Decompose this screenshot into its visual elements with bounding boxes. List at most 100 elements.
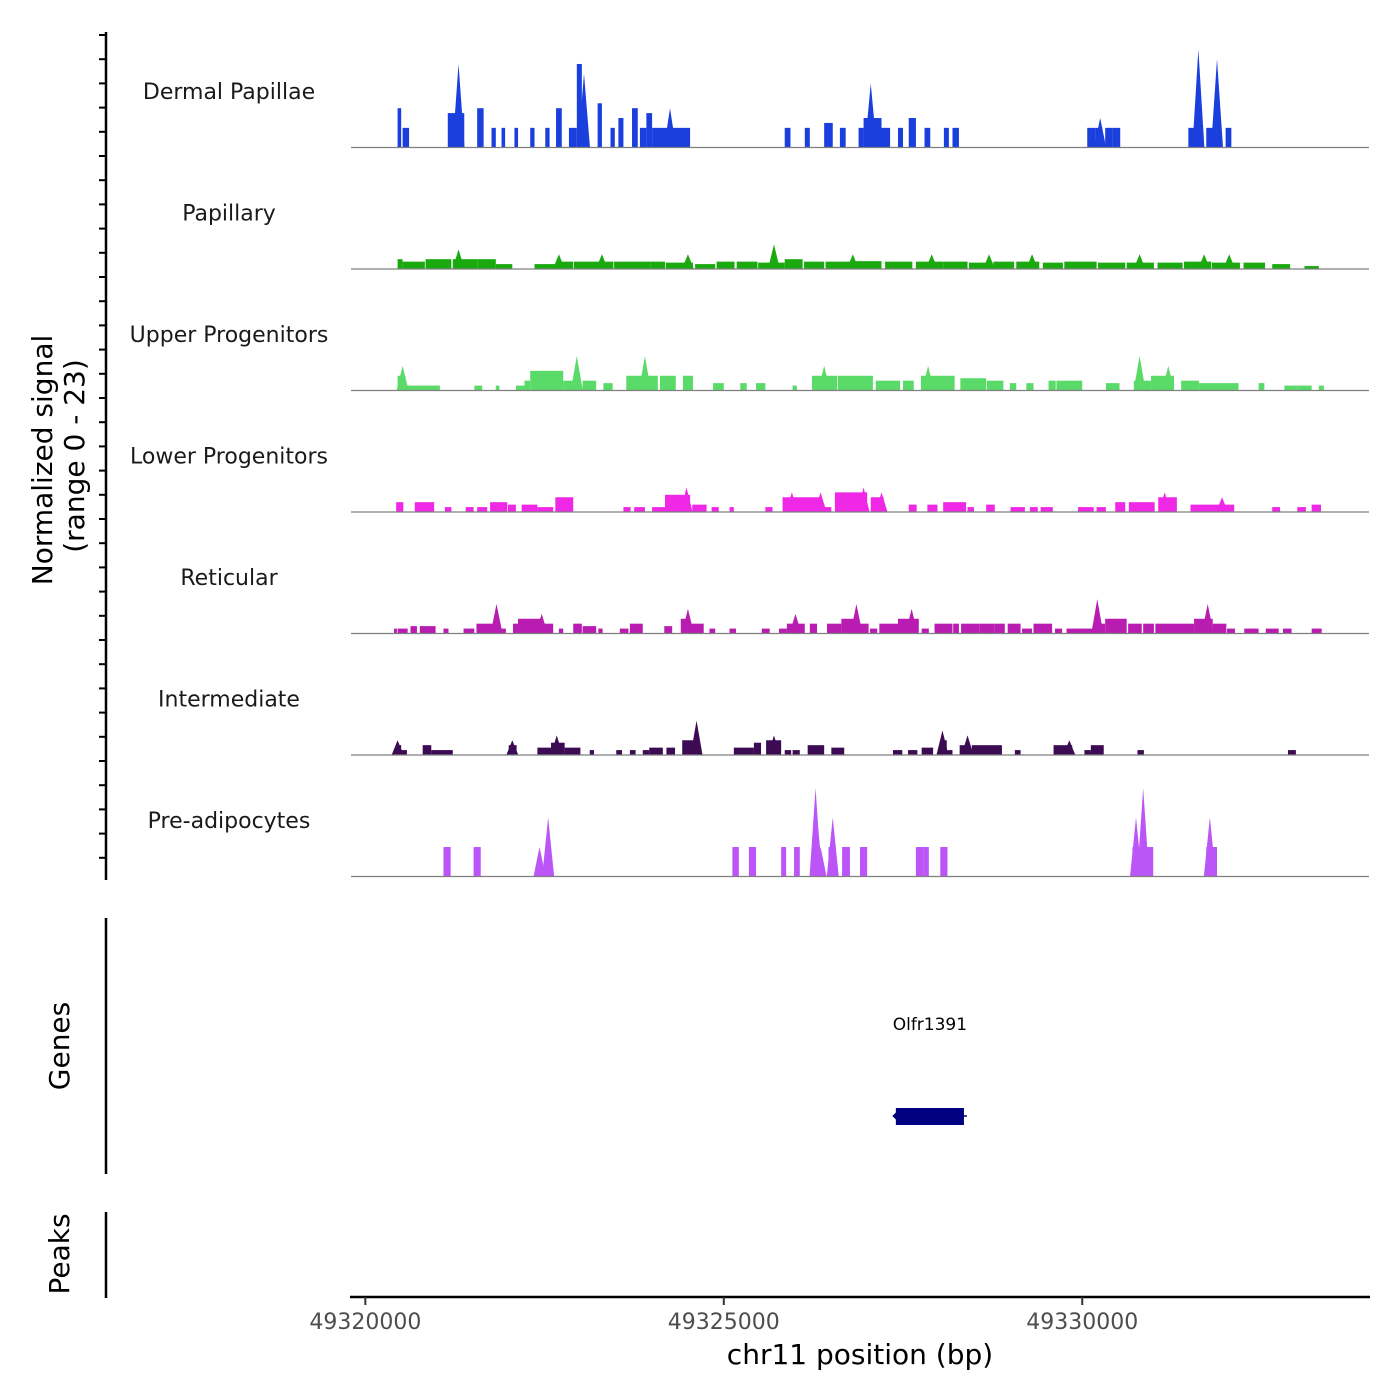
signal-block: [1007, 623, 1021, 634]
signal-peak: [1063, 740, 1076, 755]
signal-peak: [1094, 118, 1107, 148]
signal-block: [642, 750, 650, 755]
signal-block: [477, 108, 484, 148]
signal-block: [1112, 127, 1121, 148]
signal-block: [1042, 262, 1063, 269]
signal-block: [971, 745, 1002, 755]
signal-block: [1033, 623, 1053, 634]
signal-block: [582, 380, 597, 391]
signal-block: [825, 261, 853, 269]
signal-peak: [452, 63, 465, 148]
signal-block: [1066, 628, 1093, 634]
signal-block: [534, 264, 558, 269]
signal-peak: [1192, 49, 1205, 148]
signal-block: [729, 507, 734, 512]
signal-block: [961, 623, 980, 634]
signal-block: [1212, 623, 1227, 634]
signal-block: [761, 628, 770, 634]
signal-block: [530, 127, 535, 148]
signal-block: [1282, 628, 1292, 634]
y-axis-title-line2: (range 0 - 23): [58, 359, 91, 553]
signal-block: [753, 742, 762, 755]
track-label: Pre-adipocytes: [148, 809, 311, 834]
signal-block: [402, 261, 425, 269]
signal-peak: [1211, 59, 1224, 148]
signal-block: [807, 745, 825, 755]
signal-block: [1206, 127, 1213, 148]
signal-block: [952, 127, 959, 148]
signal-block: [729, 628, 736, 634]
signal-block: [784, 259, 803, 269]
signal-peak: [535, 613, 548, 634]
signal-block: [716, 261, 735, 269]
signal-block: [477, 259, 496, 269]
track-papillary: Papillary: [182, 202, 1369, 270]
signal-block: [748, 847, 757, 877]
signal-peak: [1137, 788, 1150, 877]
signal-block: [855, 623, 869, 634]
signal-peak: [850, 604, 863, 634]
signal-block: [616, 750, 622, 755]
signal-block: [1146, 847, 1154, 877]
signal-block: [1272, 507, 1281, 512]
signal-block: [524, 380, 531, 391]
signal-block: [573, 261, 614, 269]
signal-block: [858, 127, 864, 148]
signal-block: [831, 747, 845, 755]
signal-peak: [533, 847, 546, 877]
signal-peak: [542, 817, 555, 877]
signal-peak: [1216, 497, 1229, 512]
signal-block: [1227, 628, 1235, 634]
signal-block: [463, 628, 475, 634]
genes-panel: Olfr1391: [892, 1015, 967, 1125]
signal-block: [968, 262, 993, 269]
signal-block: [425, 259, 452, 269]
signal-block: [1244, 628, 1259, 634]
signal-block: [665, 262, 693, 269]
signal-peak: [560, 497, 573, 512]
signal-block: [537, 507, 554, 512]
signal-block: [1009, 383, 1017, 391]
signal-block: [414, 502, 435, 512]
signal-peak: [595, 254, 608, 269]
signal-block: [629, 623, 643, 634]
signal-peak: [785, 492, 798, 512]
signal-block: [452, 259, 478, 269]
signal-block: [986, 380, 1004, 391]
signal-block: [634, 507, 645, 512]
signal-block: [921, 747, 934, 755]
signal-block: [908, 504, 917, 512]
signal-block: [629, 750, 636, 755]
signal-block: [1040, 507, 1053, 512]
signal-peak: [875, 492, 888, 512]
signal-block: [1048, 380, 1056, 391]
signal-block: [1014, 750, 1021, 755]
x-axis-tick-label: 49320000: [309, 1310, 421, 1335]
signal-block: [924, 127, 931, 148]
signal-block: [732, 847, 739, 877]
signal-peak: [681, 608, 694, 634]
signal-block: [650, 261, 666, 269]
track-label: Intermediate: [158, 688, 300, 713]
signal-block: [537, 747, 552, 755]
signal-block: [1098, 262, 1126, 269]
signal-block: [518, 618, 542, 634]
signal-block: [682, 375, 693, 391]
signal-block: [940, 847, 948, 877]
signal-block: [713, 383, 724, 391]
signal-block: [794, 847, 800, 877]
signal-block: [1157, 262, 1183, 269]
signal-block: [709, 628, 716, 634]
track-upper-progenitors: Upper Progenitors: [130, 323, 1369, 392]
signal-block: [568, 127, 577, 148]
signal-block: [515, 385, 525, 391]
signal-block: [784, 750, 792, 755]
signal-peak: [1089, 745, 1102, 755]
signal-peak: [818, 365, 831, 391]
signal-block: [879, 623, 898, 634]
signal-peak: [550, 735, 563, 755]
signal-peak: [570, 356, 583, 391]
track-label: Papillary: [182, 202, 276, 227]
signal-block: [1272, 264, 1291, 269]
signal-block: [664, 626, 673, 634]
